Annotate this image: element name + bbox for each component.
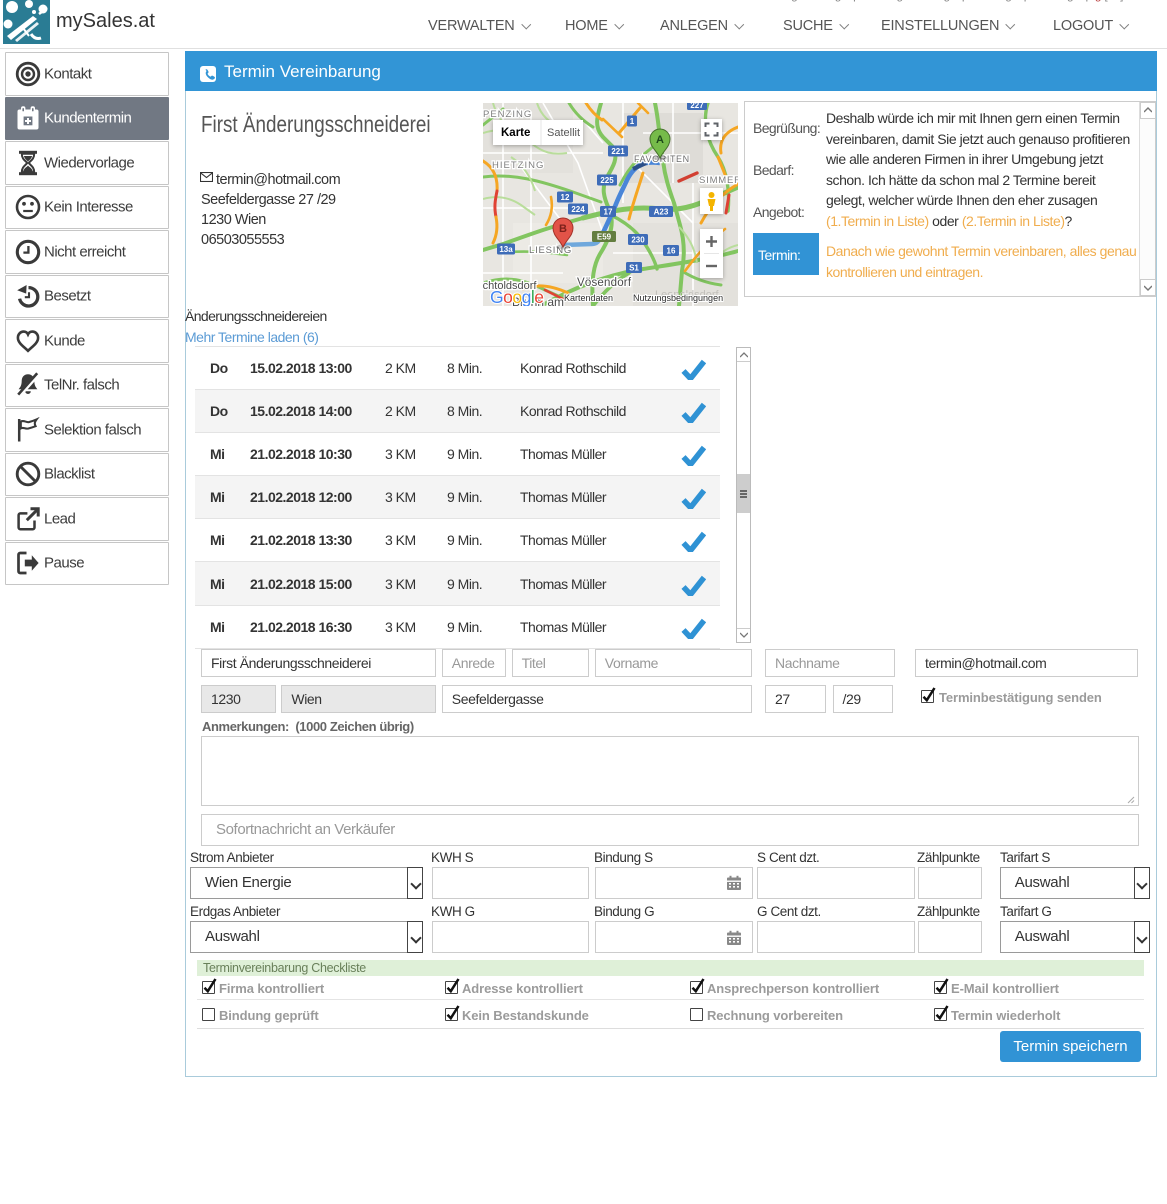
svg-text:rchtoldsdorf: rchtoldsdorf <box>483 280 537 292</box>
svg-text:16: 16 <box>667 247 676 256</box>
svg-text:Nutzungsbedingungen: Nutzungsbedingungen <box>633 293 723 303</box>
svg-text:Kartendaten: Kartendaten <box>564 293 613 303</box>
svg-text:Satellit: Satellit <box>547 127 580 139</box>
svg-text:HIETZING: HIETZING <box>492 160 544 171</box>
svg-text:Leopoldsdorf: Leopoldsdorf <box>655 289 720 301</box>
svg-text:S1: S1 <box>629 264 639 273</box>
svg-text:227: 227 <box>690 103 704 110</box>
svg-text:PENZING: PENZING <box>483 109 532 120</box>
svg-text:230: 230 <box>631 236 645 245</box>
svg-text:1: 1 <box>630 117 635 126</box>
svg-text:E59: E59 <box>597 233 612 242</box>
svg-text:Karte: Karte <box>501 127 530 139</box>
svg-text:224: 224 <box>571 205 585 214</box>
svg-text:17: 17 <box>604 208 613 217</box>
svg-text:12: 12 <box>561 193 570 202</box>
svg-text:Brunn am: Brunn am <box>512 295 564 306</box>
svg-text:LIESING: LIESING <box>529 245 572 256</box>
svg-text:Vösendorf: Vösendorf <box>577 277 632 289</box>
svg-text:13a: 13a <box>499 245 513 254</box>
svg-text:A: A <box>656 134 664 146</box>
svg-text:225: 225 <box>600 176 614 185</box>
svg-text:221: 221 <box>611 147 625 156</box>
svg-text:FAVORITEN: FAVORITEN <box>634 154 690 164</box>
svg-text:SIMMERI: SIMMERI <box>699 175 738 186</box>
svg-text:B: B <box>559 223 567 235</box>
svg-text:Google: Google <box>490 287 543 306</box>
svg-text:A23: A23 <box>654 208 669 217</box>
